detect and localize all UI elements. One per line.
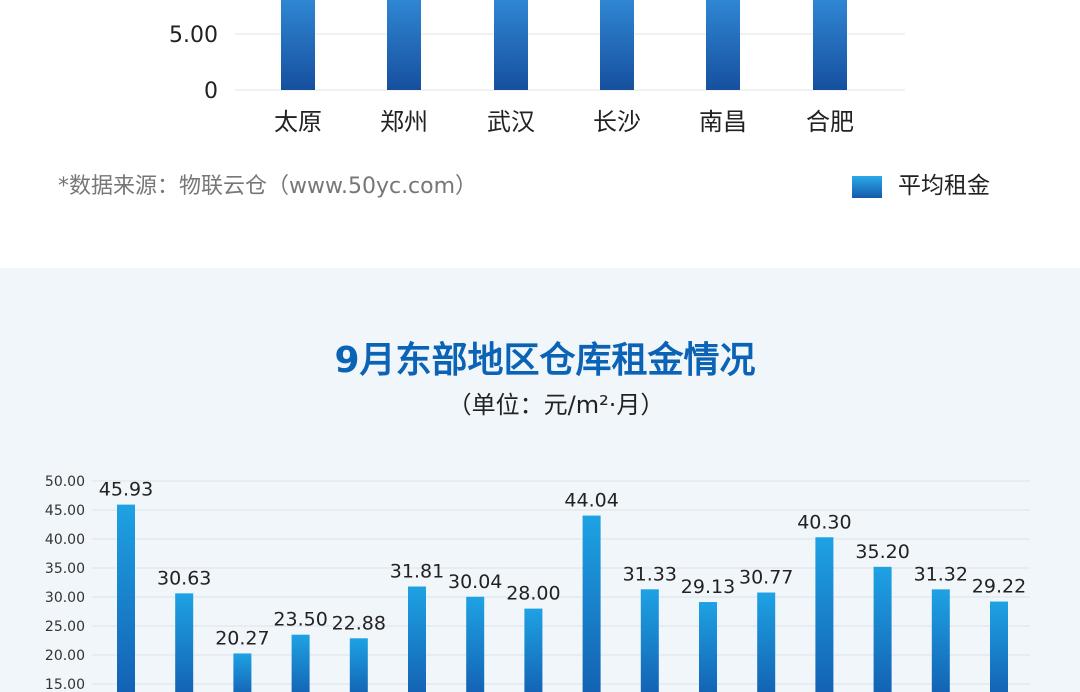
bar <box>873 566 892 692</box>
data-label: 28.00 <box>506 583 560 605</box>
data-label: 40.30 <box>797 511 851 533</box>
data-label: 45.93 <box>99 479 153 501</box>
data-label: 29.13 <box>681 576 735 598</box>
bar <box>233 653 252 692</box>
category-label: 长沙 <box>593 108 641 136</box>
bottom-chart-panel: 9月东部地区仓库租金情况 （单位：元/m²·月） 50.00 45.00 40.00… <box>0 268 1080 692</box>
bar <box>408 586 426 692</box>
bar <box>175 593 194 692</box>
bar <box>117 504 135 692</box>
category-label: 郑州 <box>380 108 428 136</box>
bar <box>757 592 776 692</box>
bar <box>524 608 543 692</box>
category-label: 合肥 <box>806 108 854 136</box>
y-tick-label: 15.00 <box>45 677 85 692</box>
chart-subtitle: （单位：元/m²·月） <box>448 391 665 419</box>
y-tick-label: 35.00 <box>45 561 85 577</box>
y-tick-label: 50.00 <box>45 474 85 490</box>
bar <box>600 0 634 90</box>
bar <box>281 0 315 90</box>
bar <box>990 601 1008 692</box>
bar <box>706 0 740 90</box>
bar <box>466 596 485 692</box>
bar <box>931 589 950 692</box>
bar <box>815 537 834 692</box>
bar <box>582 515 601 692</box>
bottom-bar-chart: 9月东部地区仓库租金情况 （单位：元/m²·月） 50.00 45.00 40.00… <box>45 339 1030 692</box>
category-label: 太原 <box>274 108 322 136</box>
top-bar-chart: 5.00 0 太原 郑州 武汉 长沙 南昌 合肥 *数据来源：物联云仓（www.50yc.c… <box>58 0 990 199</box>
data-label: 30.04 <box>448 571 502 593</box>
bar <box>291 634 310 692</box>
data-label: 31.33 <box>623 563 677 585</box>
y-tick-label: 40.00 <box>45 532 85 548</box>
bar <box>699 602 717 692</box>
y-tick-label: 5.00 <box>169 23 218 48</box>
category-label: 南昌 <box>699 108 747 136</box>
y-tick-label: 45.00 <box>45 503 85 519</box>
y-tick-label: 30.00 <box>45 590 85 606</box>
data-label: 20.27 <box>215 627 269 649</box>
source-note: *数据来源：物联云仓（www.50yc.com） <box>58 174 477 199</box>
data-label: 23.50 <box>273 609 327 631</box>
data-label: 31.32 <box>914 563 968 585</box>
legend-swatch <box>852 176 882 198</box>
data-label: 31.81 <box>390 561 444 583</box>
data-label: 35.20 <box>855 541 909 563</box>
y-tick-label: 0 <box>204 79 218 104</box>
bar <box>813 0 847 90</box>
bar <box>349 638 368 692</box>
top-chart-panel: 5.00 0 太原 郑州 武汉 长沙 南昌 合肥 *数据来源：物联云仓（www.50yc.c… <box>0 0 1080 268</box>
y-tick-label: 20.00 <box>45 648 85 664</box>
bar <box>387 0 421 90</box>
bar <box>494 0 528 90</box>
data-label: 29.22 <box>972 576 1026 598</box>
legend-label: 平均租金 <box>898 173 990 199</box>
data-label: 22.88 <box>332 612 386 634</box>
data-label: 44.04 <box>564 490 618 512</box>
category-label: 武汉 <box>487 108 535 136</box>
data-label: 30.63 <box>157 567 211 589</box>
data-label: 30.77 <box>739 567 793 589</box>
bar <box>640 589 659 692</box>
y-tick-label: 25.00 <box>45 619 85 635</box>
chart-title: 9月东部地区仓库租金情况 <box>334 339 755 381</box>
